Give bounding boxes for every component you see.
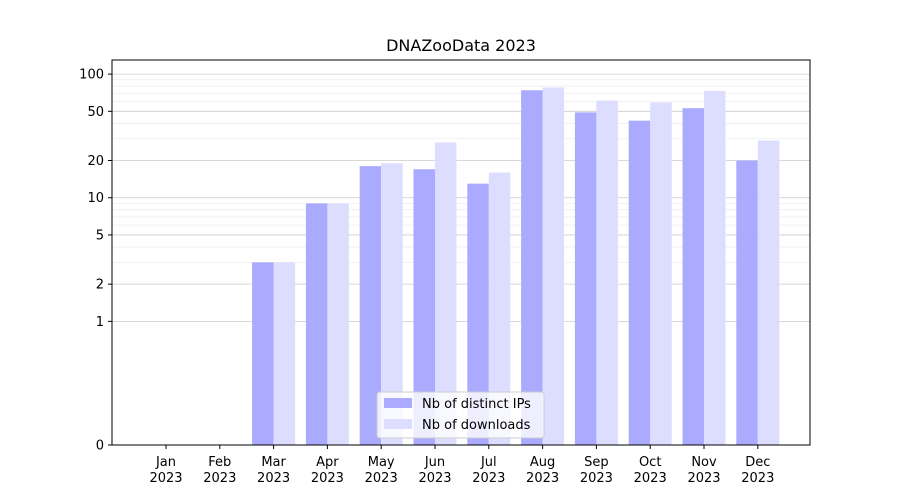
x-tick-label-year: 2023 <box>526 471 559 486</box>
bar-distinct-ips <box>574 112 597 446</box>
y-tick-label: 0 <box>96 439 104 454</box>
x-tick-label-month: Jun <box>424 455 445 470</box>
legend-swatch <box>384 398 412 408</box>
axis-layer: 0125102050100Jan2023Feb2023Mar2023Apr202… <box>79 68 774 486</box>
bar-downloads <box>542 87 565 446</box>
bar-downloads <box>273 262 296 445</box>
bar-distinct-ips <box>359 166 382 445</box>
bar-downloads <box>435 142 457 445</box>
x-tick-label-month: Sep <box>584 455 609 470</box>
y-tick-label: 5 <box>96 228 104 243</box>
x-tick-label-month: May <box>368 455 395 470</box>
bar-distinct-ips <box>521 90 543 445</box>
y-tick-label: 1 <box>96 315 104 330</box>
y-tick-label: 100 <box>79 68 104 83</box>
x-tick-label-month: Dec <box>745 455 770 470</box>
plot-frame <box>111 59 811 446</box>
x-tick-label-year: 2023 <box>472 471 505 486</box>
bar-downloads <box>327 203 349 445</box>
x-tick-label-year: 2023 <box>634 471 667 486</box>
x-tick-label-year: 2023 <box>203 471 236 486</box>
legend-swatch <box>384 419 412 429</box>
x-tick-label-month: Oct <box>639 455 661 470</box>
y-tick-label: 10 <box>87 191 104 206</box>
legend-label: Nb of distinct IPs <box>422 397 531 412</box>
x-tick-label-year: 2023 <box>257 471 290 486</box>
x-tick-label-month: Nov <box>691 455 717 470</box>
bar-downloads <box>381 163 403 445</box>
x-tick-label-month: Aug <box>530 455 555 470</box>
x-tick-label-year: 2023 <box>687 471 720 486</box>
bar-downloads <box>704 90 726 445</box>
x-tick-label-year: 2023 <box>580 471 613 486</box>
x-tick-label-month: Jan <box>155 455 176 470</box>
bar-layer <box>252 87 780 446</box>
x-tick-label-month: Jul <box>480 455 497 470</box>
y-tick-label: 50 <box>87 105 104 120</box>
bar-distinct-ips <box>628 120 651 446</box>
x-tick-label-year: 2023 <box>418 471 451 486</box>
x-tick-label-year: 2023 <box>311 471 344 486</box>
legend-label: Nb of downloads <box>422 418 531 433</box>
bar-distinct-ips <box>736 160 758 445</box>
x-tick-label-year: 2023 <box>149 471 182 486</box>
legend: Nb of distinct IPs Nb of downloads <box>376 391 545 439</box>
bar-distinct-ips <box>413 169 435 445</box>
bar-distinct-ips <box>252 262 274 445</box>
x-tick-label-month: Mar <box>261 455 286 470</box>
y-tick-label: 2 <box>96 278 104 293</box>
bar-distinct-ips <box>682 108 704 445</box>
bar-downloads <box>757 140 780 445</box>
y-tick-label: 20 <box>87 154 104 169</box>
bar-downloads <box>488 172 511 446</box>
legend-box <box>376 391 545 439</box>
bar-downloads <box>650 102 672 445</box>
bar-distinct-ips <box>305 203 328 445</box>
chart-title: DNAZooData 2023 <box>386 36 536 55</box>
bar-downloads <box>596 100 618 445</box>
x-tick-label-year: 2023 <box>365 471 398 486</box>
x-tick-label-month: Apr <box>316 455 339 470</box>
bar-distinct-ips <box>467 183 489 445</box>
grid-layer <box>112 73 810 322</box>
x-tick-label-month: Feb <box>208 455 231 470</box>
x-tick-label-year: 2023 <box>741 471 774 486</box>
